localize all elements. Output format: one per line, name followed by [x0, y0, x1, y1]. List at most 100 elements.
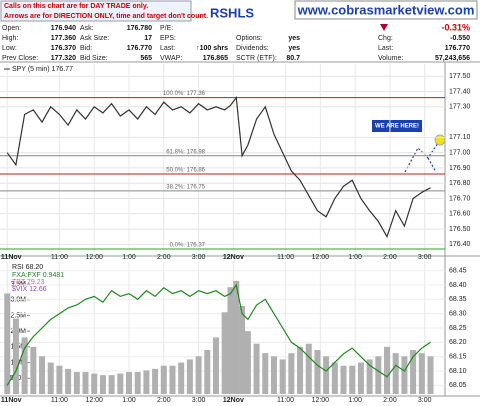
x-tick-label: 11:00	[277, 397, 294, 404]
quote-value: 565	[140, 55, 152, 62]
legend-label: SPY (5 min) 176.77	[12, 66, 73, 73]
quote-label: SCTR (ETF):	[236, 55, 277, 62]
notice-line: Arrows are for DIRECTION ONLY, time and …	[4, 13, 208, 20]
volume-bar	[244, 331, 251, 394]
quote-label: Options:	[236, 35, 262, 42]
volume-bar	[212, 337, 219, 394]
quote-value: 17	[144, 35, 152, 42]
volume-bar	[221, 312, 228, 394]
volume-bar	[349, 365, 356, 394]
volume-bar	[418, 353, 425, 394]
quote-value: 176.865	[203, 55, 228, 62]
level-label: 50.0%: 176.86	[166, 168, 205, 174]
volume-bar	[134, 372, 141, 394]
quote-label: Last:	[160, 45, 175, 52]
website: www.cobrasmarketview.com	[297, 2, 475, 17]
volume-bar	[305, 343, 312, 394]
quote-value: 176.770	[445, 45, 470, 52]
quote-value: yes	[288, 45, 300, 52]
x-tick-label: 1:00	[122, 397, 136, 404]
volume-bar	[262, 353, 269, 394]
x-tick-label: 12Nov	[223, 254, 244, 261]
volume-bar	[357, 362, 364, 394]
volume-bar	[82, 372, 89, 394]
quote-label: Chg:	[378, 35, 393, 42]
y2-tick-label: 68.20	[449, 339, 467, 346]
volume-bar	[195, 356, 202, 394]
price-line	[6, 96, 431, 239]
quote-value: -0.550	[450, 35, 470, 42]
quote-label: Bid:	[80, 45, 92, 52]
volume-bar	[340, 365, 347, 394]
volume-bar	[160, 365, 167, 394]
y-tick-label: 176.40	[449, 241, 471, 248]
quote-label: Last:	[378, 45, 393, 52]
quote-value: 176.780	[127, 25, 152, 32]
x-tick-label: 3:00	[418, 397, 432, 404]
down-arrow	[380, 24, 388, 31]
y-tick-label: 177.40	[449, 88, 471, 95]
volume-bar	[30, 346, 37, 394]
x-tick-label: 12:00	[85, 397, 103, 404]
x-tick-label: 1:00	[122, 254, 136, 261]
x-tick-label: 2:00	[157, 254, 171, 261]
x-tick-label: 11:00	[51, 397, 68, 404]
quote-label: High:	[2, 35, 18, 42]
y2-tick-label: 68.15	[449, 354, 467, 361]
legend-label: RSI 68.20	[12, 264, 43, 271]
y2-tick-label: 68.30	[449, 310, 467, 317]
quote-label: Prev Close:	[2, 55, 38, 62]
y2-tick-label: 68.05	[449, 382, 467, 389]
volume-bar	[279, 359, 286, 394]
y2-tick-label: 68.35	[449, 296, 467, 303]
volume-bar	[233, 280, 240, 394]
quote-value: ↑100 shrs	[196, 45, 228, 52]
x-tick-label: 3:00	[192, 397, 206, 404]
volume-bar	[73, 372, 80, 394]
x-tick-label: 12:00	[85, 254, 103, 261]
quote-label: EPS:	[160, 35, 176, 42]
y-tick-label: 176.90	[449, 165, 471, 172]
volume-bar	[401, 356, 408, 394]
website-box	[294, 0, 478, 20]
volume-bar	[56, 365, 63, 394]
quote-label: Volume:	[378, 55, 403, 62]
volume-bar	[227, 287, 234, 394]
quote-label: Dividends:	[236, 45, 269, 52]
volume-bar	[384, 346, 391, 394]
y2-tick-label: 68.25	[449, 325, 467, 332]
x-tick-label: 1:00	[348, 254, 362, 261]
volume-bar	[91, 373, 98, 394]
y2-tick-label: 68.10	[449, 368, 467, 375]
quote-value: 176.940	[51, 25, 76, 32]
legend-label: $VIX 12.66	[12, 286, 47, 293]
volume-bar	[270, 356, 277, 394]
volume-bar	[99, 375, 106, 394]
x-tick-label: 1:00	[348, 397, 362, 404]
legend-label: TBT 79.23	[12, 279, 45, 286]
volume-bar	[65, 368, 72, 394]
volume-bar	[392, 353, 399, 394]
level-label: 0.0%: 176.37	[170, 243, 206, 249]
quote-value: -0.31%	[441, 22, 470, 32]
annotation-box	[372, 120, 422, 132]
volume-bar	[253, 343, 260, 394]
quote-value: 80.7	[286, 55, 300, 62]
y-tick-label: 176.70	[449, 195, 471, 202]
quote-label: Ask:	[80, 25, 94, 32]
volume-bar	[186, 359, 193, 394]
quote-value: 177.320	[51, 55, 76, 62]
y-tick-label: 177.00	[449, 149, 471, 156]
quote-value: yes	[288, 35, 300, 42]
y-tick-label: 177.10	[449, 134, 471, 141]
volume-bar	[410, 350, 417, 394]
volume-bar	[152, 368, 159, 394]
y-tick-label: 3.5M	[10, 281, 26, 288]
x-tick-label: 12:00	[312, 254, 330, 261]
volume-bar	[297, 346, 304, 394]
y-tick-label: 3.0M	[10, 297, 26, 304]
quote-value: 176.370	[51, 45, 76, 52]
volume-bar	[143, 370, 150, 394]
x-tick-label: 11:00	[277, 254, 294, 261]
